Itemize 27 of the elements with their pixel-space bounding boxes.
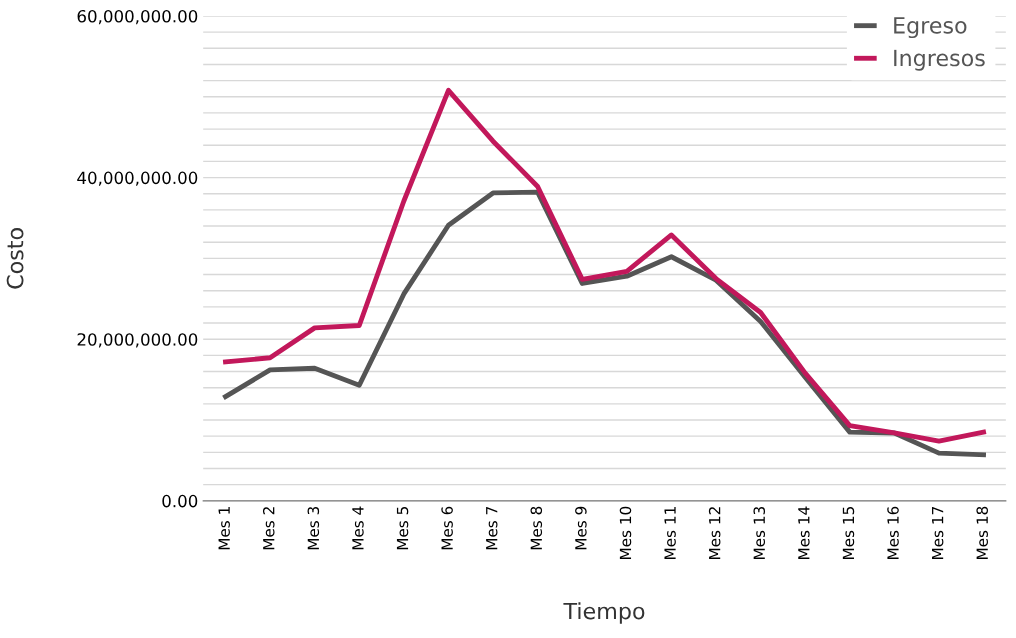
x-tick-label: Mes 8 (530, 506, 543, 550)
x-tick-label: Mes 16 (887, 506, 899, 560)
x-axis-title: Tiempo (563, 602, 645, 624)
y-tick-label: 40,000,000.00 (77, 171, 198, 186)
x-tick-label: Mes 2 (262, 507, 275, 550)
x-tick-label: Mes 12 (708, 507, 721, 560)
x-tick-label: Mes 17 (932, 507, 944, 560)
x-tick-label: Mes 10 (619, 506, 632, 560)
x-tick-label: Mes 3 (307, 506, 320, 550)
x-tick-label: Mes 5 (396, 507, 409, 550)
y-tick-label: 0.00 (162, 494, 198, 508)
legend-label: Ingresos (894, 49, 985, 71)
x-tick-label: Mes 15 (842, 507, 855, 560)
y-tick-label: 20,000,000.00 (77, 333, 198, 348)
legend-label: Egreso (894, 17, 967, 39)
x-tick-label: Mes 7 (486, 507, 498, 550)
line-series (223, 87, 986, 444)
x-tick-label: Mes 9 (575, 506, 587, 550)
y-tick-label: 60,000,000.00 (77, 9, 198, 25)
x-tick-label: Mes 11 (664, 507, 676, 560)
x-tick-label: Mes 18 (976, 506, 988, 560)
x-tick-label: Mes 4 (352, 506, 364, 550)
x-tick-label: Mes 1 (218, 507, 230, 550)
x-tick-label: Mes 13 (753, 506, 766, 560)
x-tick-label: Mes 6 (441, 506, 453, 550)
y-axis-title: Costo (6, 228, 24, 289)
x-tick-label: Mes 14 (798, 506, 810, 560)
